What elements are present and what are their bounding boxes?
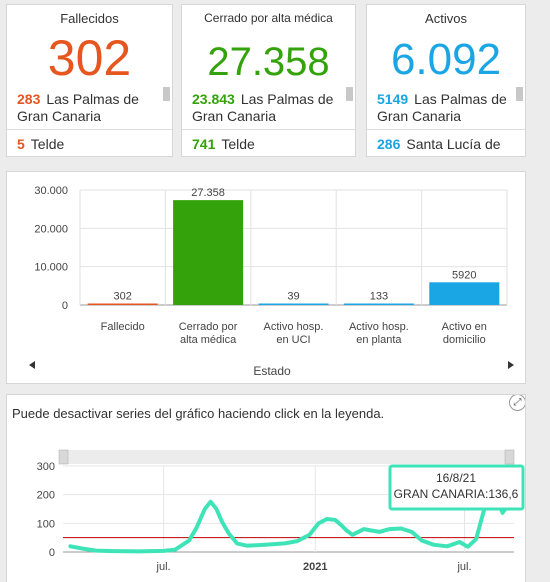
kpi-card-fallecidos[interactable]: Fallecidos 302 283 Las Palmas de Gran Can… xyxy=(6,4,173,157)
chart-note: Puede desactivar series del gráfico haci… xyxy=(12,406,385,421)
list-scrollbar[interactable] xyxy=(516,87,523,101)
line-chart-panel: Puede desactivar series del gráfico haci… xyxy=(6,394,526,582)
y-tick-label: 30.000 xyxy=(34,185,68,197)
kpi-title: Activos xyxy=(425,11,467,26)
y-tick-label: 0 xyxy=(49,547,55,559)
bar[interactable] xyxy=(343,303,414,306)
category-label: Cerrado por xyxy=(179,321,238,333)
line-chart: 0 100 200 300 jul. 2021 jul. 16/8/21 GRAN CANA… xyxy=(37,449,525,573)
triangle-right-icon[interactable] xyxy=(508,361,514,369)
list-item-label: Las Palmas de Gran Canaria xyxy=(17,91,139,124)
category-label: Activo en xyxy=(442,321,487,333)
category-label: alta médica xyxy=(180,334,237,346)
list-item-label: Las Palmas de Gran Canaria xyxy=(377,91,507,124)
list-item[interactable]: 283 Las Palmas de Gran Canaria xyxy=(7,85,172,130)
list-item[interactable]: 5149 Las Palmas de Gran Canaria xyxy=(367,85,525,130)
range-selector-handle-right[interactable] xyxy=(504,449,515,465)
bar-chart-panel: 0 10.000 20.000 30.000 302 27.358 39 133 5920 Fal… xyxy=(6,171,526,384)
bar[interactable] xyxy=(258,303,329,306)
category-label: en planta xyxy=(356,334,402,346)
y-tick-label: 10.000 xyxy=(34,262,68,274)
expand-icon[interactable]: ⤢ xyxy=(509,395,525,411)
list-item-value: 23.843 xyxy=(192,91,235,107)
list-item-value: 741 xyxy=(192,136,216,152)
bar-value-label: 39 xyxy=(287,291,299,303)
y-tick-label: 300 xyxy=(37,461,55,473)
kpi-list[interactable]: 5149 Las Palmas de Gran Canaria 286 Santa … xyxy=(367,85,525,156)
kpi-value: 6.092 xyxy=(390,35,502,84)
bar-value-label: 27.358 xyxy=(191,187,225,199)
category-label: en UCI xyxy=(276,334,310,346)
list-item-label: Santa Lucía de Tirajana xyxy=(377,136,501,156)
range-selector-handle-left[interactable] xyxy=(58,449,69,465)
kpi-list[interactable]: 23.843 Las Palmas de Gran Canaria 741 Teld… xyxy=(182,85,355,156)
range-selector-track[interactable] xyxy=(59,450,514,464)
category-label: Activo hosp. xyxy=(264,321,324,333)
category-label: Fallecido xyxy=(101,321,145,333)
kpi-card-activos[interactable]: Activos 6.092 5149 Las Palmas de Gran Can… xyxy=(366,4,526,157)
y-tick-label: 100 xyxy=(37,518,55,530)
list-item[interactable]: 5 Telde xyxy=(7,130,172,156)
kpi-title: Cerrado por alta médica xyxy=(204,11,333,25)
series-line-gran-canaria[interactable] xyxy=(68,485,505,554)
x-tick-label: 2021 xyxy=(303,561,327,573)
list-item-label: Telde xyxy=(221,136,255,152)
list-item[interactable]: 23.843 Las Palmas de Gran Canaria xyxy=(182,85,355,130)
tooltip: 16/8/21 GRAN CANARIA:136,6 xyxy=(388,464,525,515)
category-label: domicilio xyxy=(443,334,486,346)
category-label: Activo hosp. xyxy=(349,321,409,333)
list-item-value: 283 xyxy=(17,91,41,107)
list-item-value: 286 xyxy=(377,136,401,152)
triangle-left-icon[interactable] xyxy=(29,361,35,369)
list-item[interactable]: 741 Telde xyxy=(182,130,355,156)
list-scrollbar[interactable] xyxy=(346,87,353,101)
y-tick-label: 20.000 xyxy=(34,223,68,235)
list-scrollbar[interactable] xyxy=(163,87,170,101)
list-item-value: 5 xyxy=(17,136,25,152)
bar[interactable] xyxy=(173,200,244,305)
kpi-value: 302 xyxy=(47,30,132,86)
bar-chart: 0 10.000 20.000 30.000 302 27.358 39 133 5920 Fal… xyxy=(29,185,514,378)
bar-value-label: 133 xyxy=(370,291,388,303)
x-tick-label: jul. xyxy=(156,561,171,573)
bar-value-label: 302 xyxy=(114,291,132,303)
kpi-list[interactable]: 283 Las Palmas de Gran Canaria 5 Telde xyxy=(7,85,172,156)
kpi-card-cerrado[interactable]: Cerrado por alta médica 27.358 23.843 Las… xyxy=(181,4,356,157)
list-item-label: Las Palmas de Gran Canaria xyxy=(192,91,334,124)
bar-value-label: 5920 xyxy=(452,269,476,281)
x-axis-title: Estado xyxy=(253,364,291,378)
y-tick-label: 200 xyxy=(37,490,55,502)
tooltip-date: 16/8/21 xyxy=(436,471,476,485)
bar[interactable] xyxy=(87,303,158,306)
tooltip-value: GRAN CANARIA:136,6 xyxy=(394,487,519,501)
bar[interactable] xyxy=(429,282,500,305)
y-tick-label: 0 xyxy=(62,300,68,312)
list-item-label: Telde xyxy=(30,136,65,152)
kpi-value: 27.358 xyxy=(207,40,330,84)
list-item-value: 5149 xyxy=(377,91,409,107)
kpi-title: Fallecidos xyxy=(60,11,119,26)
x-tick-label: jul. xyxy=(456,561,471,573)
